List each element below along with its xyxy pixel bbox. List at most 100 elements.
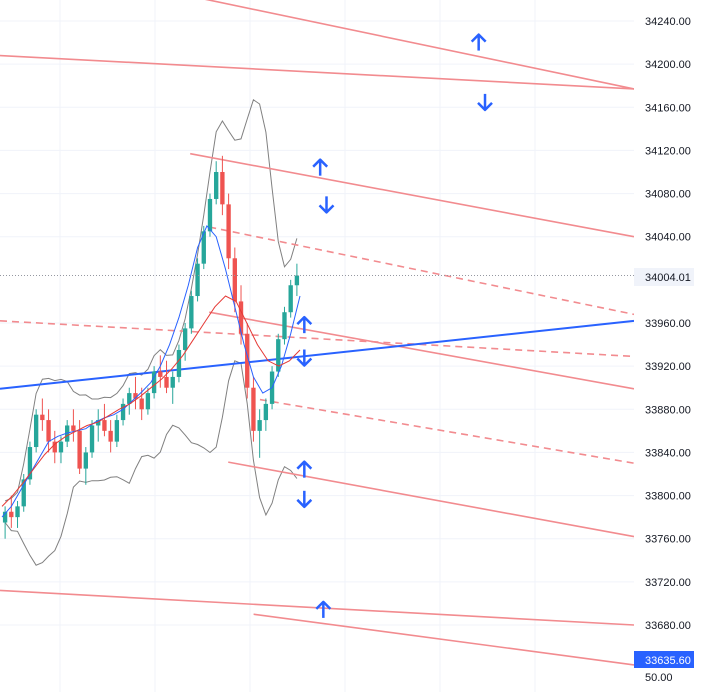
current-price-label: 34004.01	[645, 272, 691, 284]
trendline	[209, 311, 635, 390]
arrow-down-icon	[296, 490, 313, 509]
candle-body	[145, 393, 151, 410]
candle-body	[120, 403, 126, 421]
moving-average-line	[1, 295, 301, 507]
price-tick-label: 33720.00	[645, 577, 691, 589]
arrow-down-icon	[477, 93, 493, 112]
candle-body	[282, 312, 287, 340]
candle-body	[164, 376, 169, 388]
arrow-head	[296, 460, 313, 470]
candle-body	[21, 479, 26, 507]
candle-body	[288, 285, 293, 313]
candle-body	[207, 198, 213, 232]
candle-body	[257, 420, 262, 431]
lower-band	[4, 360, 298, 566]
price-axis-bg	[634, 0, 702, 692]
price-tick-label: 33680.00	[645, 620, 691, 632]
candle-body	[9, 511, 14, 518]
candle-body	[27, 447, 33, 480]
trendline	[204, 0, 635, 90]
arrow-down-icon	[296, 349, 313, 367]
cursor-price-label: 33635.60	[645, 655, 691, 667]
candle-body	[102, 420, 107, 431]
candle-body	[15, 506, 20, 518]
candle-body	[276, 339, 281, 372]
candle-body	[182, 328, 188, 350]
price-tick-label: 33800.00	[645, 491, 691, 503]
candle-body	[89, 425, 95, 453]
candle-body	[58, 441, 64, 453]
trendline	[259, 398, 635, 465]
candle-body	[52, 441, 57, 453]
candle-body	[294, 275, 300, 286]
candle-body	[77, 430, 82, 469]
price-tick-label: 33840.00	[645, 447, 691, 459]
bollinger-bands	[4, 99, 298, 566]
cursor-price-badge	[634, 651, 694, 668]
arrow-up-icon	[296, 460, 313, 478]
current-price-badge	[634, 268, 694, 286]
price-tick-label: 34200.00	[645, 59, 691, 71]
arrow-head	[315, 600, 332, 610]
trendline	[0, 54, 635, 90]
trendline	[228, 461, 635, 538]
price-tick-label: 33920.00	[645, 361, 691, 373]
candle-body	[65, 425, 70, 442]
arrow-up-icon	[470, 33, 487, 51]
candle-body	[139, 398, 144, 410]
arrow-up-icon	[312, 158, 329, 176]
upper-band	[4, 99, 298, 502]
arrow-up-icon	[315, 600, 332, 618]
arrow-head	[477, 102, 493, 112]
arrow-head	[296, 498, 313, 509]
arrow-head	[312, 158, 329, 168]
price-tick-label: 34080.00	[645, 189, 691, 201]
candle-body	[40, 414, 45, 421]
candle-body	[158, 371, 163, 377]
moving-average-line	[1, 224, 301, 518]
candle-body	[96, 420, 101, 426]
arrow-head	[296, 357, 313, 367]
candle-body	[195, 263, 200, 297]
candle-body	[245, 333, 250, 388]
arrow-down-icon	[318, 196, 335, 214]
price-tick-label: 34120.00	[645, 145, 691, 157]
arrow-head	[318, 204, 335, 214]
candlestick-series	[2, 155, 300, 539]
candle-body	[201, 231, 206, 264]
candle-body	[2, 511, 8, 523]
secondary-pane-tick: 50.00	[645, 672, 673, 684]
price-tick-label: 33760.00	[645, 534, 691, 546]
candle-body	[133, 393, 138, 399]
candle-body	[251, 387, 256, 431]
candle-body	[238, 301, 244, 334]
candle-body	[71, 425, 76, 431]
chart-grid	[0, 0, 634, 692]
candle-body	[83, 452, 88, 469]
arrow-head	[296, 315, 313, 326]
candle-body	[108, 430, 113, 442]
candle-body	[226, 204, 231, 259]
moving-averages	[1, 224, 301, 518]
candle-body	[33, 414, 39, 448]
candle-body	[151, 371, 157, 394]
candle-body	[127, 393, 132, 404]
candle-body	[220, 172, 225, 205]
price-badges: 34004.01 33635.60 50.00	[634, 268, 694, 684]
candle-body	[46, 420, 51, 442]
arrow-head	[470, 33, 487, 43]
arrow-markers[interactable]	[296, 33, 493, 618]
candle-body	[232, 258, 237, 302]
candle-body	[114, 420, 120, 442]
candle-body	[214, 172, 219, 199]
candle-body	[263, 403, 269, 421]
price-tick-label: 34240.00	[645, 16, 691, 28]
trendlines[interactable]	[0, 0, 635, 666]
candle-body	[189, 296, 194, 329]
price-axis[interactable]: 34240.00 34200.00 34160.00 34120.00 34080.00…	[634, 0, 702, 692]
trendline	[253, 613, 635, 666]
candle-body	[170, 376, 175, 388]
price-tick-label: 34040.00	[645, 232, 691, 244]
candle-body	[176, 349, 182, 377]
